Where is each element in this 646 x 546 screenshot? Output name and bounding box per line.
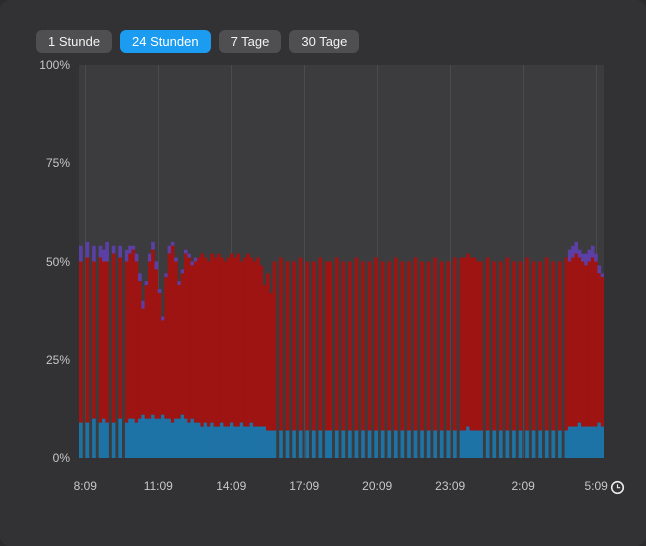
y-axis-label-100: 100%	[39, 58, 70, 72]
x-axis-label: 14:09	[216, 479, 247, 493]
stacked-area-chart	[79, 65, 605, 458]
time-range-segmented-control: 1 Stunde 24 Stunden 7 Tage 30 Tage	[36, 30, 360, 53]
period-button-1-stunde[interactable]: 1 Stunde	[36, 30, 113, 53]
y-axis-label-25: 25%	[45, 353, 70, 367]
x-axis-label: 11:09	[143, 479, 173, 493]
period-button-7-tage[interactable]: 7 Tage	[218, 30, 282, 53]
period-button-24-stunden[interactable]: 24 Stunden	[120, 30, 211, 53]
period-button-30-tage[interactable]: 30 Tage	[289, 30, 360, 53]
y-axis-label-75: 75%	[45, 156, 70, 170]
y-axis-label-0: 0%	[52, 451, 70, 465]
x-axis-label: 17:09	[289, 479, 320, 493]
plot-area	[79, 65, 605, 458]
y-axis-label-50: 50%	[45, 255, 70, 269]
clock-icon[interactable]	[610, 480, 625, 495]
x-axis-label: 23:09	[435, 479, 466, 493]
x-axis-label: 2:09	[511, 479, 535, 493]
x-axis-label: 8:09	[73, 479, 97, 493]
x-axis-label: 20:09	[362, 479, 393, 493]
x-axis-label: 5:09	[584, 479, 608, 493]
